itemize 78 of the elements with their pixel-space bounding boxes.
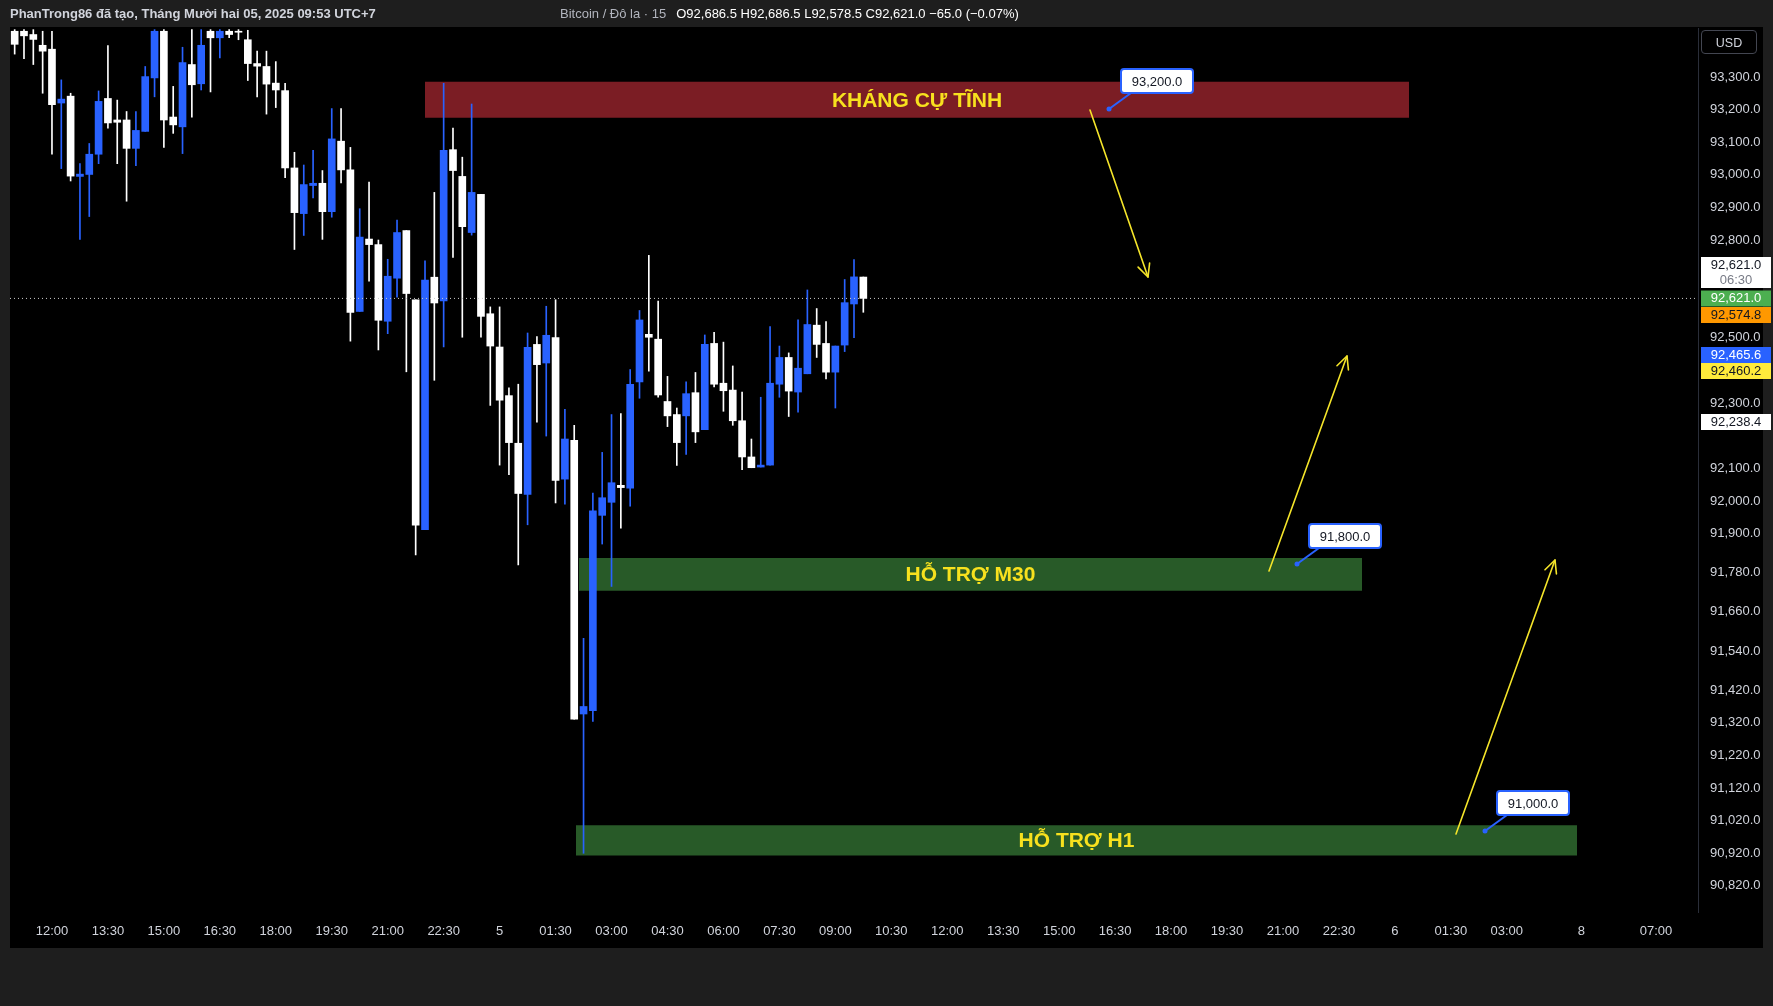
text: 92,238.4 <box>1710 413 1762 429</box>
y-tick-label: 91,320.0 <box>1710 714 1761 730</box>
x-tick-label: 6 <box>1391 923 1399 939</box>
annotation: 91,800.0 <box>1319 528 1371 544</box>
y-tick-label: 93,000.0 <box>1710 166 1761 182</box>
text: 92,460.2 <box>1710 362 1762 378</box>
x-tick-label: 21:00 <box>1266 923 1300 939</box>
x-tick-label: 12:00 <box>930 923 964 939</box>
x-tick-label: 03:00 <box>595 923 628 939</box>
candlestick <box>365 181 373 282</box>
y-tick-label: 91,020.0 <box>1710 812 1761 828</box>
ref-line-label: 92,621.0 <box>1710 290 1762 305</box>
candlestick <box>449 127 457 258</box>
candlestick <box>533 336 541 423</box>
x-tick-label: 19:30 <box>1210 923 1244 939</box>
text: 92,574.8 <box>1710 306 1762 322</box>
y-tick-label: 92,100.0 <box>1710 459 1761 475</box>
x-tick-label: 03:00 <box>1490 923 1524 939</box>
y-tick-label: 91,220.0 <box>1710 747 1761 762</box>
text: 92,621.0 <box>1710 256 1762 272</box>
x-tick-label: 18:00 <box>259 923 293 939</box>
candlestick <box>645 255 653 372</box>
x-tick-label: 22:30 <box>1322 923 1356 939</box>
x-tick-label: 19:30 <box>315 923 349 939</box>
candlestick <box>216 29 224 59</box>
x-tick-label: 13:30 <box>91 923 125 939</box>
y-tick-label: 91,900.0 <box>1710 525 1761 541</box>
band-label: HỖ TRỢ M30 <box>905 562 1036 586</box>
y-tick-label: 92,500.0 <box>1710 329 1761 345</box>
y-tick-label: 92,300.0 <box>1710 394 1761 410</box>
candlestick <box>188 29 196 118</box>
x-tick-label: 15:00 <box>1042 923 1076 939</box>
y-tick-label: 91,120.0 <box>1710 779 1761 795</box>
x-tick-label: 12:00 <box>35 923 69 939</box>
y-tick-label: 93,100.0 <box>1710 133 1761 149</box>
x-tick-label: 18:00 <box>1154 923 1188 939</box>
y-tick-label: 92,900.0 <box>1710 198 1761 214</box>
x-tick-label: 06:00 <box>707 923 740 939</box>
chart-subtitle: Bitcoin / Đô la · 15 <box>560 6 667 21</box>
x-tick-label: 07:30 <box>763 923 796 939</box>
y-tick-label: 91,780.0 <box>1710 564 1761 580</box>
y-tick-label: 90,820.0 <box>1710 877 1761 893</box>
x-tick-label: 01:30 <box>539 923 572 939</box>
y-axis-title: USD <box>1701 30 1757 54</box>
x-tick-label: 15:00 <box>147 923 181 939</box>
y-tick-label: 93,300.0 <box>1710 68 1761 84</box>
candlestick <box>617 413 625 529</box>
band-label: HỖ TRỢ H1 <box>1018 828 1135 852</box>
y-tick-label: 90,920.0 <box>1710 844 1761 860</box>
y-tick-label: 92,000.0 <box>1710 492 1761 508</box>
x-tick-label: 01:30 <box>1434 923 1468 939</box>
y-tick-label: 91,420.0 <box>1710 681 1761 697</box>
x-tick-label: 5 <box>496 923 504 939</box>
candlestick <box>542 305 551 437</box>
text: O92,686.5 H92,686.5 L92,578.5 C92,621.0 −65.0 (−0.07%) <box>676 6 1019 21</box>
y-tick-label: 92,800.0 <box>1710 231 1761 247</box>
band-label: KHÁNG CỰ TĨNH <box>831 87 1003 111</box>
annotation: 91,000.0 <box>1507 795 1559 811</box>
x-tick-label: 8 <box>1577 923 1586 939</box>
x-tick-label: 22:30 <box>427 923 460 939</box>
x-tick-label: 07:00 <box>1639 923 1673 939</box>
annotation: 93,200.0 <box>1131 73 1183 89</box>
y-tick-label: 91,540.0 <box>1710 642 1761 658</box>
y-tick-label: 93,200.0 <box>1710 101 1761 117</box>
x-tick-label: 10:30 <box>875 923 908 939</box>
x-tick-label: 04:30 <box>651 923 684 939</box>
candlestick <box>794 319 802 413</box>
text: 06:30 <box>1719 271 1753 287</box>
chart-title: PhanTrong86 đã tạo, Tháng Mười hai 05, 2025 09:53 UTC+7 <box>10 6 376 21</box>
text: 92,465.6 <box>1710 346 1762 362</box>
x-tick-label: 16:30 <box>1098 923 1132 939</box>
x-tick-label: 16:30 <box>203 923 237 939</box>
candlestick <box>271 61 280 108</box>
candlestick <box>57 79 66 169</box>
y-tick-label: 91,660.0 <box>1710 603 1761 619</box>
x-tick-label: 21:00 <box>371 923 404 939</box>
x-tick-label: 09:00 <box>819 923 852 939</box>
x-tick-label: 13:30 <box>986 923 1020 939</box>
